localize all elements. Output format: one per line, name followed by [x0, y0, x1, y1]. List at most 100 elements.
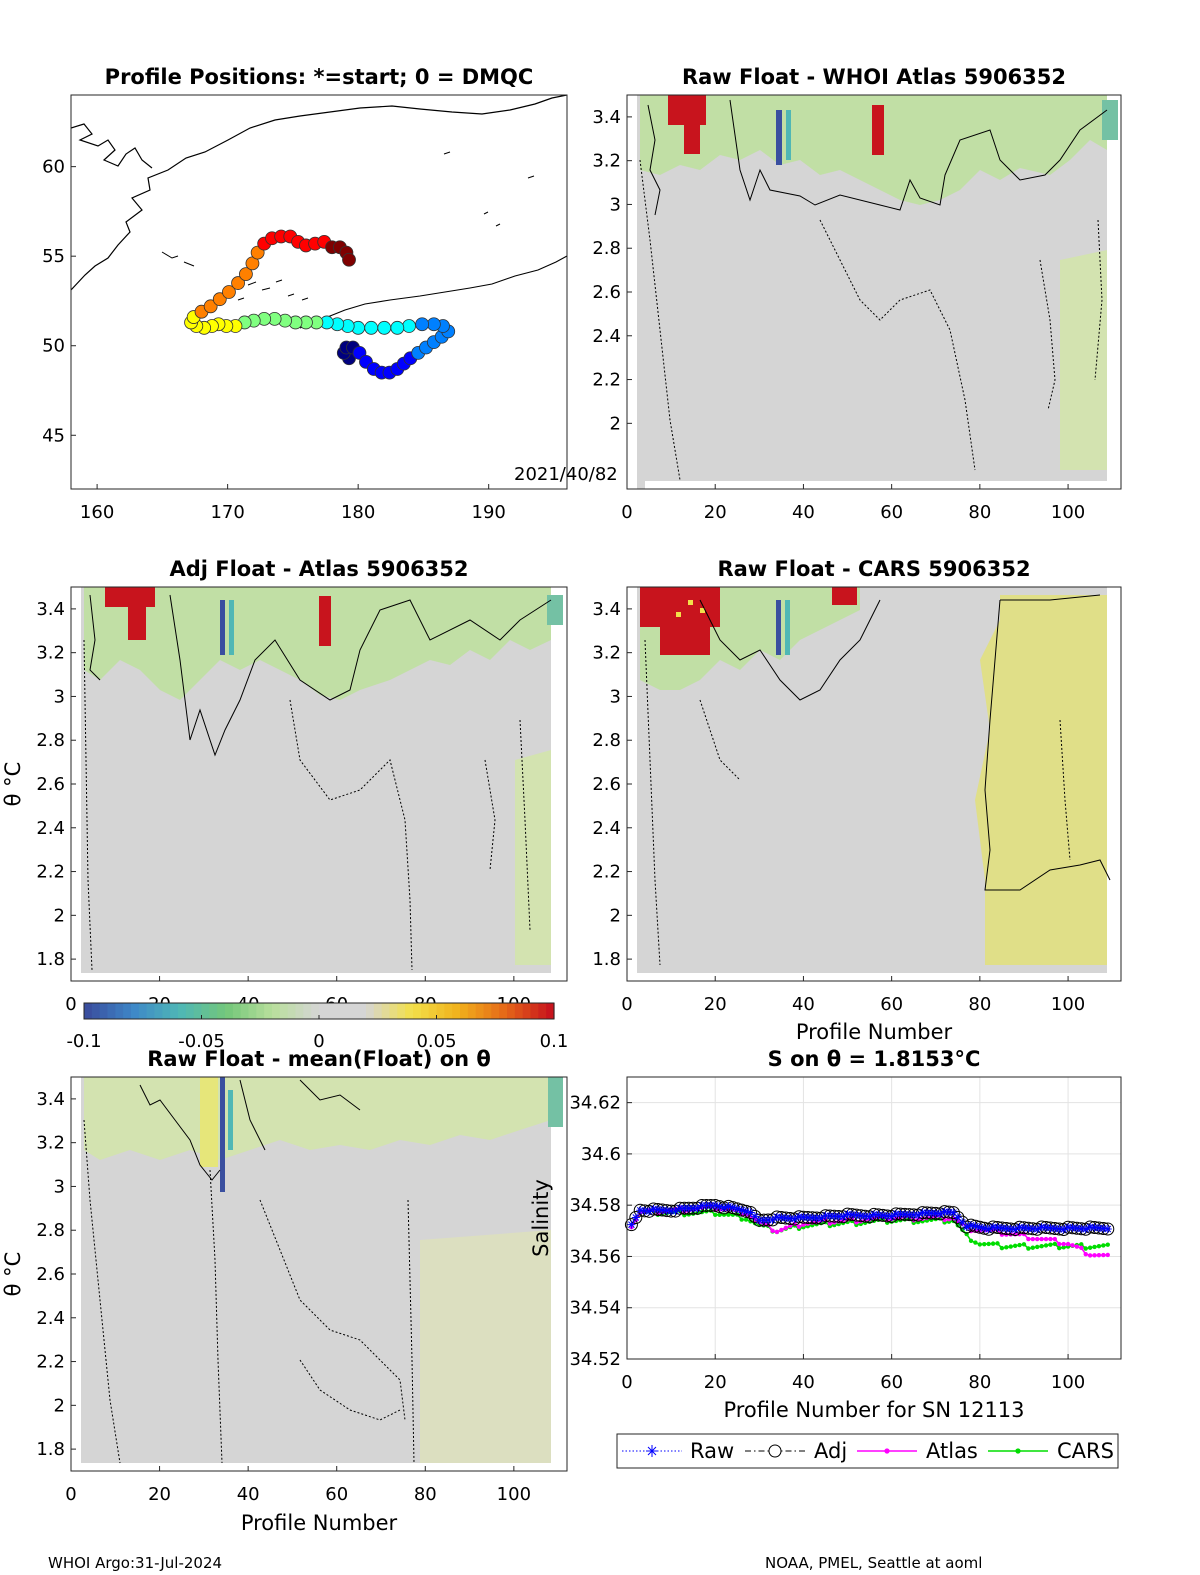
series-raw-point [667, 1207, 676, 1216]
colorbar-cell [546, 1003, 555, 1019]
series-raw-point [905, 1210, 914, 1219]
raw-atlas-ytick-label: 2.2 [592, 370, 621, 391]
series-raw-point [715, 1202, 724, 1211]
salinity-series [624, 1198, 1115, 1258]
series-raw-point [821, 1211, 830, 1220]
legend-adj-label: Adj [814, 1439, 847, 1463]
raw-atlas-field [637, 95, 1118, 489]
salinity-title: S on θ = 1.8153°C [768, 1047, 981, 1071]
series-cars-point [1004, 1245, 1009, 1250]
series-adj-point [1048, 1222, 1062, 1236]
series-atlas-point [1034, 1236, 1040, 1242]
series-adj-point [1052, 1222, 1066, 1236]
adj-atlas-ytick-label: 1.8 [36, 949, 65, 970]
series-adj-point [1013, 1220, 1027, 1234]
series-atlas-point [779, 1227, 784, 1233]
positions-ytick-label: 55 [42, 246, 65, 267]
positions-ytick-label: 50 [42, 336, 65, 357]
colorbar-cell [91, 1003, 101, 1019]
salinity-panel: S on θ = 1.8153°C 0 20 40 60 80 100 34.52 34.54… [529, 1047, 1122, 1469]
series-raw-point [852, 1211, 861, 1220]
series-raw-point [870, 1210, 878, 1219]
series-raw-point [781, 1214, 790, 1222]
series-cars-point [690, 1211, 696, 1216]
raw-cars-yellow-zone [975, 595, 1107, 965]
series-raw-point [918, 1208, 927, 1217]
raw-cars-title: Raw Float - CARS 5906352 [717, 557, 1030, 581]
series-raw-point [909, 1210, 918, 1219]
raw-atlas-xtick-label: 40 [792, 502, 815, 523]
series-atlas-point [770, 1228, 775, 1234]
adj-atlas-green-zone [84, 587, 551, 700]
series-atlas-point [796, 1224, 802, 1229]
series-raw-point [883, 1211, 892, 1220]
series-adj-point [655, 1203, 669, 1217]
legend-atlas-marker [884, 1448, 890, 1454]
raw-mean-ytick-label: 2.6 [36, 1264, 65, 1285]
series-raw-point [1006, 1225, 1015, 1234]
series-cars-point [968, 1238, 974, 1244]
track-point [203, 299, 218, 314]
raw-cars-red-patch-3 [832, 587, 857, 605]
series-raw-point [724, 1202, 733, 1211]
adj-atlas-ytick-label: 2.4 [36, 818, 65, 839]
positions-xtick-label: 180 [341, 502, 375, 523]
raw-atlas-ytick-label: 2 [610, 413, 621, 434]
series-atlas-point [1052, 1236, 1058, 1242]
colorbar-cell [389, 1003, 398, 1019]
colorbar-cell [530, 1003, 539, 1019]
raw-atlas-teal-streak [786, 110, 791, 160]
raw-mean-title: Raw Float - mean(Float) on θ [147, 1047, 491, 1071]
series-raw-point [896, 1210, 905, 1219]
colorbar-cell [475, 1003, 485, 1019]
raw-mean-yellow-patch [200, 1077, 218, 1167]
raw-atlas-xtick-label: 80 [968, 502, 991, 523]
track-point [390, 320, 405, 335]
series-raw-point [936, 1209, 945, 1218]
series-cars-point [1039, 1244, 1044, 1249]
series-raw-point [1028, 1224, 1037, 1233]
series-raw-point [636, 1206, 645, 1215]
series-cars-point [1087, 1245, 1093, 1250]
series-adj-point [633, 1203, 647, 1217]
track-point [415, 317, 430, 332]
series-raw-point [958, 1218, 967, 1227]
adj-atlas-teal-streak [229, 600, 234, 655]
series-cars-point [1048, 1242, 1053, 1247]
series-raw-point [684, 1204, 693, 1213]
series-cars-point [995, 1241, 1000, 1246]
raw-mean-ytick-label: 3.4 [36, 1089, 65, 1110]
colorbar-cell [334, 1003, 344, 1019]
raw-cars-xtick-label: 100 [1051, 994, 1085, 1015]
series-cars-point [1017, 1242, 1022, 1248]
series-raw-point [825, 1211, 834, 1220]
series-raw-point [680, 1204, 689, 1213]
series-raw-point [953, 1213, 962, 1222]
series-atlas-point [1074, 1244, 1080, 1249]
raw-atlas-xtick-label: 20 [704, 502, 727, 523]
salinity-xtick-label: 0 [621, 1372, 632, 1393]
series-adj-point [1092, 1221, 1106, 1235]
series-cars-point [1096, 1244, 1102, 1249]
series-cars-point [748, 1219, 753, 1224]
colorbar-tick-label: 0 [313, 1031, 324, 1052]
adj-atlas-red-patch-3 [319, 596, 331, 646]
positions-date-annotation: 2021/40/82 [514, 464, 618, 485]
raw-mean-teal-streak [228, 1090, 233, 1150]
series-raw-point [984, 1225, 993, 1234]
raw-cars-ytick-label: 2.2 [592, 862, 621, 883]
colorbar-cell [240, 1003, 250, 1019]
raw-mean-ticks: 0 20 40 60 80 100 1.8 2 2.2 2.4 2.6 2.8 3 3.2 3.4 [36, 1089, 531, 1505]
colorbar-cell [491, 1003, 500, 1019]
series-raw-point [786, 1214, 795, 1223]
raw-mean-ytick-label: 1.8 [36, 1439, 65, 1460]
series-raw-point [649, 1205, 658, 1214]
series-raw-point [697, 1201, 706, 1210]
raw-mean-xtick-label: 0 [65, 1484, 76, 1505]
colorbar-cell [467, 1003, 477, 1019]
raw-mean-teal-patch [548, 1077, 563, 1127]
raw-mean-ytick-label: 2.8 [36, 1220, 65, 1241]
series-raw-point [653, 1205, 662, 1214]
colorbar-tick-label: 0.1 [540, 1031, 569, 1052]
series-cars-point [1021, 1242, 1027, 1247]
